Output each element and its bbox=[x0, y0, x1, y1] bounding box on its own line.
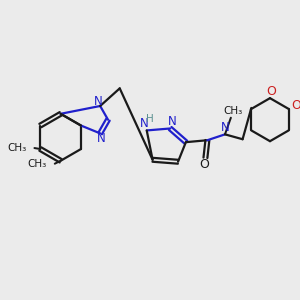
Text: N: N bbox=[97, 132, 106, 145]
Text: CH₃: CH₃ bbox=[28, 159, 47, 169]
Text: O: O bbox=[292, 98, 300, 112]
Text: N: N bbox=[94, 94, 103, 108]
Text: N: N bbox=[140, 117, 148, 130]
Text: H: H bbox=[146, 114, 154, 124]
Text: O: O bbox=[200, 158, 209, 171]
Text: CH₃: CH₃ bbox=[8, 143, 27, 153]
Text: CH₃: CH₃ bbox=[223, 106, 242, 116]
Text: N: N bbox=[220, 121, 230, 134]
Text: O: O bbox=[266, 85, 276, 98]
Text: N: N bbox=[168, 115, 176, 128]
